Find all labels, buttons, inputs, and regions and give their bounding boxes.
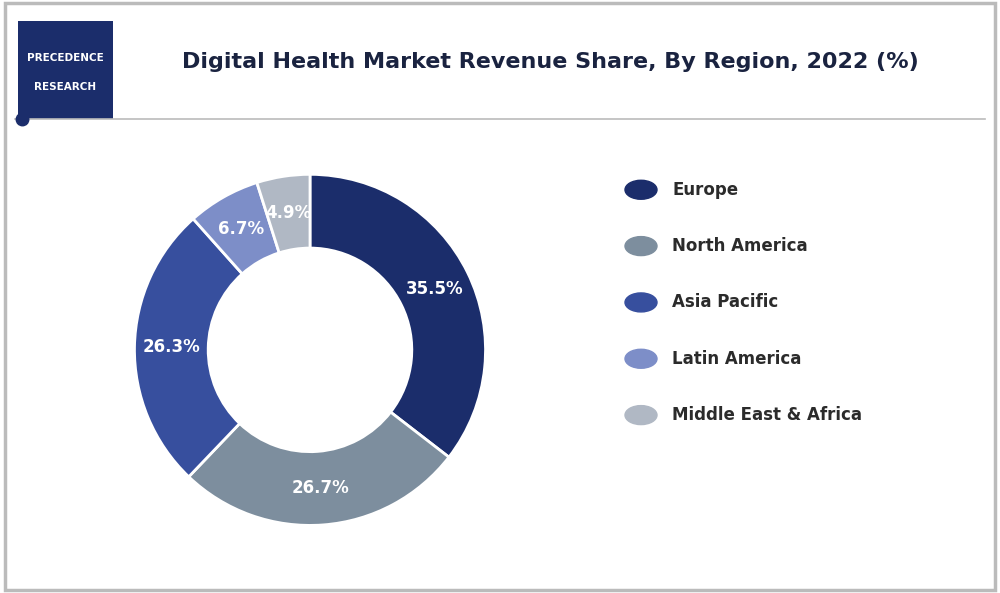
Text: 35.5%: 35.5% xyxy=(406,280,463,298)
Wedge shape xyxy=(134,219,242,477)
Text: 26.7%: 26.7% xyxy=(292,479,349,497)
Text: 26.3%: 26.3% xyxy=(142,339,200,356)
Text: Digital Health Market Revenue Share, By Region, 2022 (%): Digital Health Market Revenue Share, By … xyxy=(182,52,918,72)
Text: PRECEDENCE: PRECEDENCE xyxy=(27,53,104,63)
Text: Europe: Europe xyxy=(672,181,738,199)
Text: Asia Pacific: Asia Pacific xyxy=(672,294,778,311)
Text: North America: North America xyxy=(672,237,808,255)
Wedge shape xyxy=(310,174,486,457)
Text: Latin America: Latin America xyxy=(672,350,801,368)
Wedge shape xyxy=(257,174,310,253)
Text: 6.7%: 6.7% xyxy=(218,221,264,238)
Wedge shape xyxy=(193,183,279,274)
Text: Middle East & Africa: Middle East & Africa xyxy=(672,406,862,424)
Text: RESEARCH: RESEARCH xyxy=(34,82,97,93)
Text: 4.9%: 4.9% xyxy=(266,204,312,222)
Wedge shape xyxy=(189,412,449,525)
